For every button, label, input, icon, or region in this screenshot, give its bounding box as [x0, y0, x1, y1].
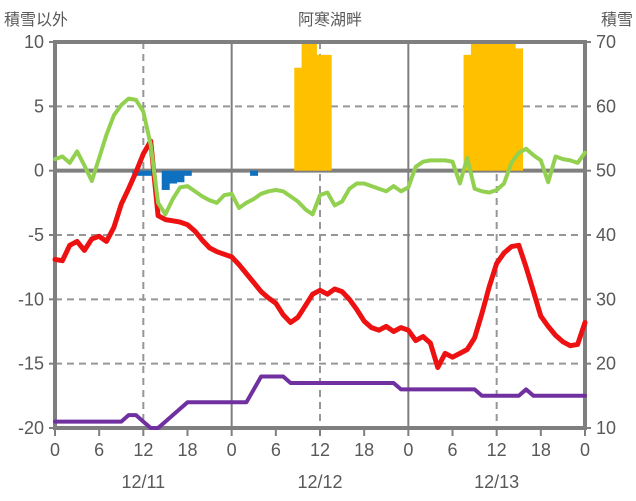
- y-left-tick-label: 10: [24, 32, 44, 52]
- x-hour-tick-label: 12: [487, 440, 507, 460]
- y-left-tick-label: -15: [18, 354, 44, 374]
- x-hour-tick-label: 18: [531, 440, 551, 460]
- y-left-tick-label: -10: [18, 289, 44, 309]
- chart-title: 阿寒湖畔: [297, 12, 363, 29]
- x-hour-tick-label: 6: [94, 440, 104, 460]
- sunshine-bar: [507, 42, 516, 171]
- y-right-tick-label: 70: [596, 32, 616, 52]
- precipitation-bar: [139, 170, 148, 176]
- y-right-tick-label: 20: [596, 354, 616, 374]
- sunshine-bar: [323, 54, 332, 171]
- x-hour-tick-label: 12: [310, 440, 330, 460]
- sunshine-bar: [485, 42, 494, 171]
- x-hour-tick-label: 0: [580, 440, 590, 460]
- precipitation-bar: [176, 170, 185, 183]
- sunshine-bar: [492, 42, 501, 171]
- right-axis-title: 積雪: [600, 12, 633, 29]
- precipitation-bar: [147, 170, 155, 176]
- y-right-tick-label: 30: [596, 289, 616, 309]
- x-hour-tick-label: 0: [227, 440, 237, 460]
- x-date-label: 12/11: [121, 472, 165, 492]
- sunshine-bar: [463, 54, 472, 171]
- sunshine-bar: [470, 42, 479, 171]
- green-line: [53, 96, 587, 217]
- snow-depth-line: [53, 374, 587, 430]
- precipitation-bar: [250, 170, 259, 176]
- x-hour-tick-label: 18: [177, 440, 197, 460]
- precipitation-bar: [183, 170, 192, 176]
- y-left-tick-label: -20: [18, 418, 44, 438]
- precipitation-bar: [161, 170, 170, 190]
- x-hour-tick-label: 18: [354, 440, 374, 460]
- y-right-tick-label: 40: [596, 225, 616, 245]
- sunshine-bar: [316, 54, 325, 171]
- sunshine-bar: [308, 42, 317, 171]
- x-hour-tick-label: 12: [133, 440, 153, 460]
- y-left-tick-label: 5: [34, 96, 44, 116]
- x-hour-tick-label: 0: [50, 440, 60, 460]
- sunshine-bar: [301, 42, 310, 171]
- x-date-label: 12/13: [474, 472, 519, 492]
- x-hour-tick-label: 6: [447, 440, 457, 460]
- left-axis-title: 積雪以外: [4, 12, 69, 29]
- x-hour-tick-label: 0: [403, 440, 413, 460]
- y-right-tick-label: 60: [596, 96, 616, 116]
- y-right-tick-label: 10: [596, 418, 616, 438]
- temperature-line: [52, 138, 588, 370]
- sunshine-bar: [294, 67, 303, 171]
- y-left-tick-label: -5: [28, 225, 44, 245]
- y-left-tick-label: 0: [34, 161, 44, 181]
- x-date-label: 12/12: [297, 472, 342, 492]
- sunshine-bar: [515, 48, 524, 171]
- sunshine-bar: [478, 42, 487, 171]
- sunshine-bar: [500, 42, 509, 171]
- precipitation-bar: [169, 170, 178, 184]
- x-hour-tick-label: 6: [271, 440, 281, 460]
- y-right-tick-label: 50: [596, 161, 616, 181]
- plot-border: [53, 40, 587, 430]
